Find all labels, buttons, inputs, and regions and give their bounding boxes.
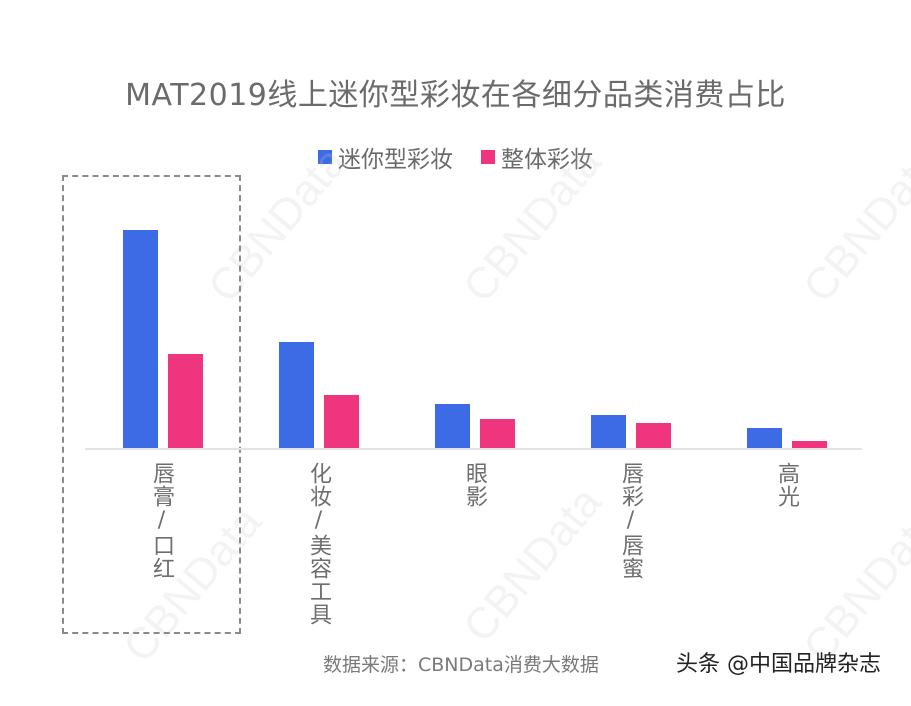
bar-mini <box>279 342 314 448</box>
category-label: 化妆/美容工具 <box>306 462 331 626</box>
bar-mini <box>435 404 470 448</box>
chart-title: MAT2019线上迷你型彩妆在各细分品类消费占比 <box>125 78 786 113</box>
legend-item-mini: 迷你型彩妆 <box>318 140 453 174</box>
bar-overall <box>636 423 671 448</box>
legend-swatch-blue <box>318 150 332 164</box>
legend-swatch-pink <box>481 150 495 164</box>
data-source: 数据来源：CBNData消费大数据 <box>323 654 599 676</box>
bar-overall <box>324 395 359 448</box>
bar-mini <box>591 415 626 448</box>
legend-label: 迷你型彩妆 <box>338 147 453 173</box>
bar-mini <box>123 230 158 448</box>
x-axis-line <box>85 448 862 450</box>
legend: 迷你型彩妆 整体彩妆 <box>0 140 911 174</box>
category-label: 唇彩/唇蜜 <box>618 462 643 580</box>
legend-label: 整体彩妆 <box>501 147 593 173</box>
brand-credit: 头条 @中国品牌杂志 <box>676 652 881 677</box>
category-label: 高光 <box>774 462 799 508</box>
highlight-box <box>62 175 241 634</box>
bar-overall <box>480 419 515 448</box>
category-label: 唇膏/口红 <box>149 462 174 580</box>
bar-overall <box>168 354 203 448</box>
bar-overall <box>792 441 827 448</box>
bar-mini <box>747 428 782 448</box>
category-label: 眼影 <box>462 462 487 508</box>
legend-item-overall: 整体彩妆 <box>481 140 593 174</box>
